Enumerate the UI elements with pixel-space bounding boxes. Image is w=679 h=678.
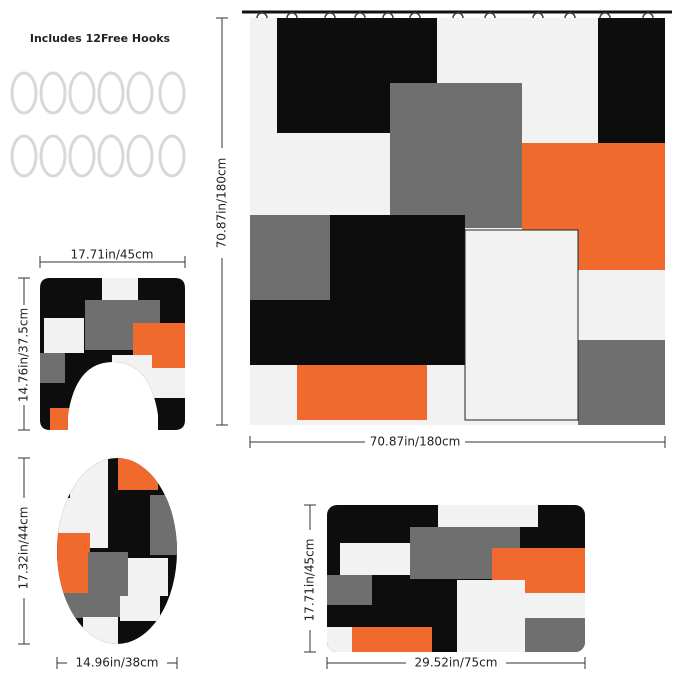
hooks-title: Includes 12Free Hooks (30, 32, 171, 45)
label-bg (16, 305, 32, 405)
mat-width: 29.52in/75cm (415, 656, 498, 670)
shower-curtain (250, 18, 665, 425)
curtain-width: 70.87in/180cm (370, 435, 461, 449)
curtain-height: 70.87in/180cm (215, 158, 229, 249)
lid-height: 17.32in/44cm (17, 507, 31, 590)
mat-height: 17.71in/45cm (303, 539, 317, 622)
rug-width: 17.71in/45cm (71, 248, 154, 262)
bath-mat (327, 505, 585, 652)
label-bg (16, 498, 32, 598)
contour-rug (40, 278, 185, 430)
lid-cover (57, 458, 177, 644)
lid-width: 14.96in/38cm (76, 656, 159, 670)
label-bg (214, 148, 230, 258)
label-bg (365, 434, 465, 450)
hooks (10, 71, 186, 178)
rug-height: 14.76in/37.5cm (17, 308, 31, 402)
label-bg (302, 530, 318, 630)
label-bg (67, 655, 167, 671)
label-bg (406, 655, 506, 671)
